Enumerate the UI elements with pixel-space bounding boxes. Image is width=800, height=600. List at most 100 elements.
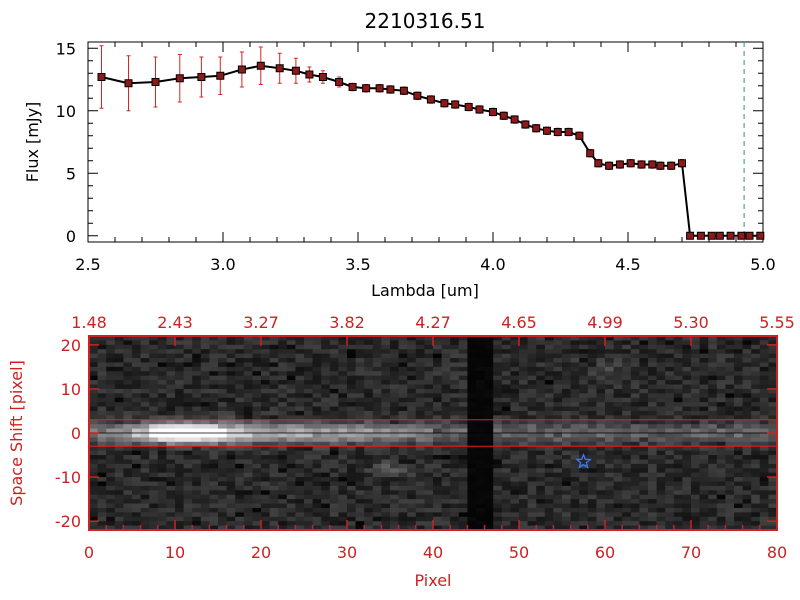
image-pixel [295,380,305,385]
image-pixel [269,358,279,363]
image-pixel [295,494,305,500]
image-pixel [536,459,546,465]
image-pixel [321,472,331,478]
image-pixel [192,433,202,438]
image-pixel [381,388,391,394]
image-pixel [605,441,614,447]
image-pixel [716,410,726,416]
image-pixel [768,393,778,399]
image-pixel [751,468,761,474]
image-pixel [175,402,184,407]
image-pixel [166,521,176,526]
data-point [656,161,665,170]
image-row [89,415,778,421]
image-pixel [433,406,442,412]
image-pixel [269,388,279,394]
image-pixel [200,336,210,341]
image-pixel [493,428,503,434]
image-pixel [544,525,554,531]
image-pixel [89,468,98,474]
image-pixel [493,463,503,469]
image-pixel [441,472,451,478]
image-pixel [252,450,262,456]
image-pixel [355,371,365,377]
image-pixel [682,503,692,509]
image-pixel [553,521,563,526]
image-pixel [166,507,176,513]
image-pixel [716,507,726,513]
image-pixel [407,481,417,487]
image-pixel [656,455,666,460]
image-pixel [682,393,692,399]
image-pixel [587,485,597,491]
image-pixel [639,375,649,381]
image-pixel [304,437,313,443]
image-pixel [656,433,666,438]
image-pixel [501,375,511,381]
image-pixel [114,349,124,355]
image-pixel [716,340,726,346]
image-pixel [734,499,743,504]
image-pixel [132,450,141,456]
image-pixel [622,503,632,509]
image-pixel [295,410,305,416]
image-pixel [665,375,675,381]
spectrum-axis-ticks [87,42,764,242]
image-pixel [243,477,253,482]
image-pixel [338,397,348,403]
image-pixel [587,472,597,478]
image-pixel [433,402,442,407]
image-pixel [759,512,769,518]
image-pixel [407,349,417,355]
image-pixel [175,433,184,438]
image-pixel [415,393,425,399]
image-pixel [501,419,511,425]
image-pixel [458,455,468,460]
image-pixel [97,358,107,363]
image-pixel [519,455,528,460]
image-pixel [398,393,408,399]
image-pixel [338,419,348,425]
image-pixel [183,371,193,377]
image-pixel [553,397,563,403]
image-pixel [476,481,485,487]
image-pixel [312,525,322,531]
image-pixel [407,362,417,368]
image-pixel [441,494,451,500]
image-pixel [235,415,245,421]
image-pixel [725,463,735,469]
image-pixel [751,459,761,465]
image-pixel [364,441,374,447]
image-pixel [286,503,296,509]
image-pixel [734,437,743,443]
image-pixel [312,336,322,341]
image-pixel [605,437,614,443]
image-pixel [192,525,202,531]
image-pixel [390,362,399,368]
image-pixel [123,507,133,513]
image-pixel [166,468,176,474]
image-pixel [536,472,546,478]
image-pixel [312,419,322,425]
image-pixel [519,415,528,421]
image-pixel [157,336,167,341]
image-pixel [269,499,279,504]
image-pixel [450,397,460,403]
image-pixel [734,525,743,531]
image-pixel [278,375,288,381]
image-pixel [415,499,425,504]
image-pixel [175,353,184,359]
image-pixel [252,503,262,509]
image-row [89,499,778,504]
image-pixel [527,428,537,434]
image-pixel [106,388,116,394]
image-pixel [209,450,219,456]
image-pixel [312,406,322,412]
image-pixel [183,402,193,407]
image-pixel [106,455,116,460]
image-pixel [175,410,184,416]
image-pixel [218,375,227,381]
image-pixel [261,362,270,368]
image-pixel [304,371,313,377]
image-pixel [742,455,752,460]
